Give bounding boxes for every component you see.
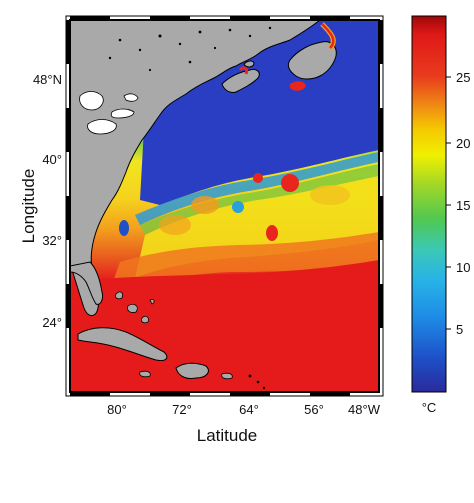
- x-axis-title: Latitude: [197, 426, 258, 445]
- lesser-antilles: [248, 374, 266, 390]
- gulf-st-lawrence-island: [243, 60, 255, 68]
- colorbar-tick-label: 10: [456, 260, 470, 275]
- colorbar-tick-label: 25: [456, 70, 470, 85]
- y-axis-title: Longitude: [19, 169, 38, 244]
- colorbar-unit: °C: [422, 400, 437, 415]
- labrador-warm-streak: [321, 23, 335, 49]
- warm-eddy: [266, 225, 278, 241]
- graticule-border: [66, 16, 383, 396]
- x-tick-label: 56°: [304, 402, 324, 417]
- hispaniola-land: [175, 362, 209, 379]
- map-panel: [70, 20, 379, 392]
- y-tick-label: 24°: [42, 315, 62, 330]
- warm-patch: [310, 185, 350, 205]
- cold-eddy: [119, 220, 129, 236]
- great-lakes: [87, 119, 117, 135]
- shelf-front: [135, 152, 379, 225]
- warm-eddy: [281, 174, 299, 192]
- colorbar-gradient: [411, 15, 447, 393]
- x-tick-label: 48°W: [348, 402, 381, 417]
- st-lawrence-warm-water: [238, 66, 248, 75]
- colorbar-tick-label: 15: [456, 198, 470, 213]
- newfoundland-land: [287, 41, 337, 80]
- puerto-rico-land: [221, 372, 233, 380]
- colorbar-ticks: [446, 76, 451, 330]
- orange-band: [110, 232, 379, 290]
- x-tick-label: 64°: [239, 402, 259, 417]
- colorbar: 5 10 15 20 25 °C: [411, 15, 470, 415]
- x-tick-label: 72°: [172, 402, 192, 417]
- cuba-land: [77, 327, 168, 361]
- warm-eddy: [191, 196, 219, 214]
- x-tick-label: 80°: [107, 402, 127, 417]
- y-tick-label: 48°N: [33, 72, 62, 87]
- cold-eddy: [232, 201, 244, 213]
- y-tick-label: 40°: [42, 152, 62, 167]
- y-tick-label: 32°: [42, 233, 62, 248]
- newfoundland-warm-patch: [290, 81, 306, 91]
- green-band: [140, 164, 379, 235]
- warm-eddy: [253, 173, 263, 183]
- warm-eddy: [159, 215, 191, 235]
- great-lakes: [110, 108, 135, 119]
- warm-southern-water: [70, 260, 379, 392]
- nova-scotia-land: [221, 69, 260, 93]
- florida-land: [70, 261, 103, 305]
- colorbar-tick-label: 20: [456, 136, 470, 151]
- inland-lakes: [108, 26, 272, 72]
- bahamas-islands: [115, 291, 155, 324]
- great-lakes: [123, 93, 139, 102]
- jamaica-land: [139, 370, 151, 378]
- great-lakes: [79, 91, 104, 111]
- colorbar-tick-label: 5: [456, 322, 463, 337]
- outer-frame: [65, 15, 384, 397]
